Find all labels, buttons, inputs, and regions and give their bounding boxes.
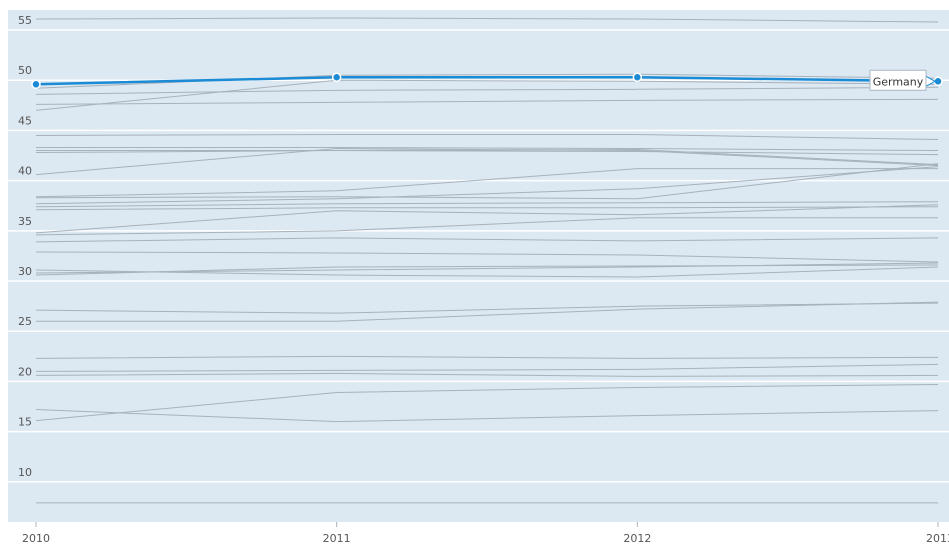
highlight-series-point[interactable] <box>331 72 342 83</box>
tooltip-box <box>869 69 927 91</box>
y-tick-label: 25 <box>18 315 32 328</box>
background-series-line <box>35 266 939 278</box>
tooltip-label: Germany <box>873 75 924 88</box>
background-series-line <box>35 217 938 236</box>
x-tick-label: 2010 <box>22 532 50 544</box>
background-series-line <box>35 149 939 166</box>
background-series-line <box>35 166 939 205</box>
background-series-line <box>35 17 939 23</box>
background-series-line <box>35 148 939 176</box>
background-series <box>35 17 939 504</box>
background-series-line <box>35 355 939 359</box>
highlight-series-point[interactable] <box>632 72 643 83</box>
y-axis-labels: 10 15 20 25 30 35 40 45 50 55 <box>18 14 32 479</box>
background-series-line <box>35 133 939 141</box>
y-tick-label: 55 <box>18 14 32 27</box>
background-series-line <box>35 383 939 422</box>
background-series-line <box>36 301 939 322</box>
background-series-line <box>35 251 939 263</box>
y-tick-label: 45 <box>18 114 32 127</box>
background-series-line <box>35 409 939 423</box>
y-tick-label: 35 <box>18 215 32 228</box>
background-series-line <box>35 262 939 274</box>
y-tick-label: 30 <box>18 265 32 278</box>
x-axis-ticks <box>35 522 939 527</box>
x-tick-label: 2012 <box>623 532 651 544</box>
background-series-line <box>35 204 939 234</box>
background-series-line <box>35 163 939 200</box>
background-series-line <box>36 147 939 152</box>
y-tick-label: 50 <box>18 64 32 77</box>
y-tick-label: 20 <box>18 365 32 378</box>
highlight-series-line[interactable] <box>35 76 939 86</box>
series-tooltip: Germany <box>869 69 937 91</box>
background-series-line <box>35 79 939 111</box>
x-tick-label: 2013 <box>926 532 949 544</box>
background-series-line <box>35 363 939 372</box>
highlight-series-point[interactable] <box>31 79 41 90</box>
background-series-line <box>35 168 938 198</box>
background-series-line <box>35 98 939 105</box>
background-series-line <box>35 264 939 276</box>
y-tick-label: 40 <box>18 165 32 178</box>
plot-background <box>8 10 949 522</box>
background-series-line <box>35 206 939 211</box>
y-tick-label: 10 <box>18 466 32 479</box>
gridlines <box>8 29 949 483</box>
x-axis-labels: 2010 2011 2012 2013 <box>22 532 949 544</box>
background-series-line <box>35 302 939 314</box>
background-series-line <box>35 201 939 208</box>
y-tick-label: 15 <box>18 416 32 429</box>
background-series-line <box>36 150 939 156</box>
background-series-line <box>35 86 939 95</box>
x-tick-label: 2011 <box>323 532 351 544</box>
background-series-line <box>35 237 939 243</box>
background-series-line <box>35 372 939 377</box>
